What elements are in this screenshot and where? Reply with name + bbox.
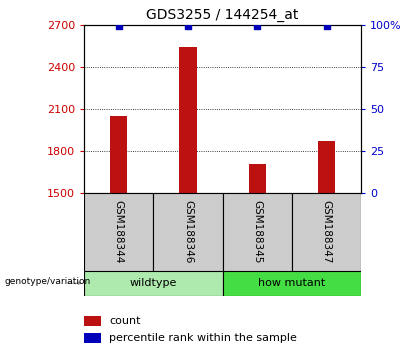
Bar xyxy=(223,271,361,296)
Bar xyxy=(179,47,197,193)
Text: count: count xyxy=(109,316,140,326)
Text: percentile rank within the sample: percentile rank within the sample xyxy=(109,333,297,343)
Title: GDS3255 / 144254_at: GDS3255 / 144254_at xyxy=(147,8,299,22)
Text: wildtype: wildtype xyxy=(130,278,177,288)
Bar xyxy=(153,193,223,271)
Bar xyxy=(318,141,335,193)
Bar xyxy=(292,193,361,271)
Text: GSM188345: GSM188345 xyxy=(252,200,262,264)
Bar xyxy=(223,193,292,271)
Text: GSM188346: GSM188346 xyxy=(183,200,193,264)
Text: how mutant: how mutant xyxy=(258,278,326,288)
Point xyxy=(115,24,122,29)
Bar xyxy=(110,116,127,193)
Point xyxy=(323,24,330,29)
Point xyxy=(254,24,260,29)
Bar xyxy=(84,316,101,326)
Bar xyxy=(84,271,223,296)
Bar xyxy=(249,164,266,193)
Text: GSM188344: GSM188344 xyxy=(114,200,123,264)
Bar xyxy=(84,193,153,271)
Text: genotype/variation: genotype/variation xyxy=(4,277,90,286)
Point xyxy=(185,24,192,29)
Text: GSM188347: GSM188347 xyxy=(322,200,331,264)
Bar xyxy=(84,333,101,343)
